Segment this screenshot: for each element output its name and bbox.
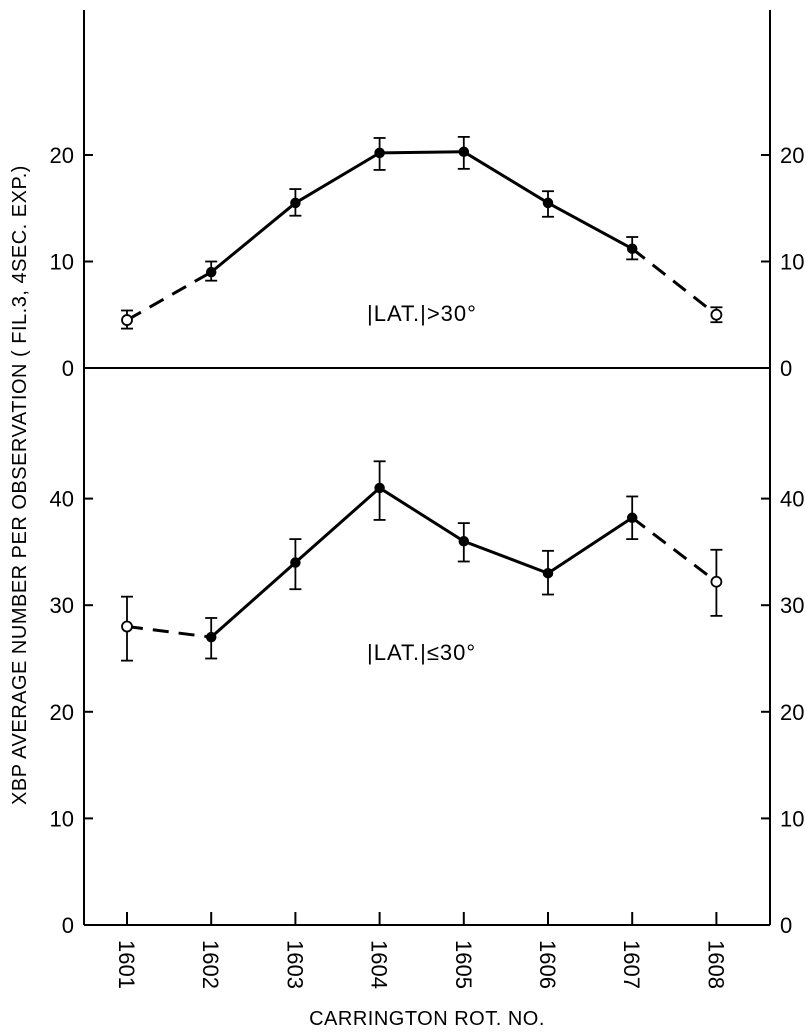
upper-series xyxy=(121,135,723,330)
x-tick-label-1604: 1604 xyxy=(367,940,392,989)
data-point-1607 xyxy=(626,243,638,254)
x-axis-title: CARRINGTON ROT. NO. xyxy=(309,1008,545,1030)
data-point-1607 xyxy=(626,512,638,524)
left-tick-label-10: 10 xyxy=(50,806,74,831)
right-tick-label-10: 10 xyxy=(780,250,804,275)
left-tick-label-0: 0 xyxy=(62,913,74,938)
series-segment xyxy=(294,151,381,205)
x-tick-label-1607: 1607 xyxy=(619,940,644,989)
series-segment xyxy=(463,150,549,205)
left-tick-label-30: 30 xyxy=(50,593,74,618)
data-point-1602 xyxy=(205,631,217,643)
data-point-1603 xyxy=(290,197,301,209)
data-point-1608 xyxy=(710,308,723,321)
data-point-1608 xyxy=(710,575,723,588)
left-tick-label-10: 10 xyxy=(50,250,74,275)
data-point-1601 xyxy=(121,314,133,326)
x-ticks: 1601 1602 1603 1604 1605 1606 1607 1608 xyxy=(114,912,728,989)
series-segment xyxy=(210,201,297,274)
x-tick-label-1602: 1602 xyxy=(198,940,223,989)
data-point-1604 xyxy=(374,482,385,494)
right-tick-label-0: 0 xyxy=(780,356,792,381)
right-tick-label-10: 10 xyxy=(780,806,804,831)
series-segment xyxy=(631,516,718,583)
series-segment xyxy=(210,561,297,639)
series-segment xyxy=(547,201,633,251)
left-tick-label-20: 20 xyxy=(50,700,74,725)
series-segment xyxy=(547,516,634,575)
right-tick-label-20: 20 xyxy=(780,143,804,168)
left-tick-label-0: 0 xyxy=(62,356,74,381)
data-point-1604 xyxy=(374,147,385,159)
lower-y-ticks: 0 0 10 10 20 20 30 30 40 40 xyxy=(50,487,805,938)
y-axis-title: XBP AVERAGE NUMBER PER OBSERVATION ( FIL… xyxy=(9,165,31,805)
x-tick-label-1601: 1601 xyxy=(114,940,139,989)
series-segment xyxy=(379,150,464,155)
lower-series xyxy=(121,460,723,662)
left-tick-label-40: 40 xyxy=(50,487,74,512)
series-segment xyxy=(126,625,212,639)
x-tick-label-1605: 1605 xyxy=(451,940,476,989)
series-segment xyxy=(126,270,212,322)
data-point-1602 xyxy=(205,266,217,278)
right-tick-label-40: 40 xyxy=(780,487,804,512)
right-tick-label-0: 0 xyxy=(780,913,792,938)
data-point-1606 xyxy=(542,567,554,579)
chart-frame xyxy=(83,10,771,926)
series-segment xyxy=(294,486,381,564)
series-segment xyxy=(463,539,549,575)
right-tick-label-20: 20 xyxy=(780,700,804,725)
data-point-1603 xyxy=(290,557,301,568)
x-tick-label-1608: 1608 xyxy=(703,940,728,989)
series-segment xyxy=(378,486,465,543)
x-tick-label-1603: 1603 xyxy=(282,940,307,989)
left-tick-label-20: 20 xyxy=(50,143,74,168)
right-tick-label-30: 30 xyxy=(780,593,804,618)
data-point-1605 xyxy=(458,146,470,158)
upper-annotation: |LAT.|>30° xyxy=(367,301,477,326)
data-point-1606 xyxy=(542,197,554,209)
data-point-1605 xyxy=(458,535,470,547)
data-point-1601 xyxy=(121,620,133,633)
lower-annotation: |LAT.|≤30° xyxy=(367,640,476,665)
x-tick-label-1606: 1606 xyxy=(535,940,560,989)
upper-y-ticks: 0 0 10 10 20 20 xyxy=(50,143,805,381)
series-segment xyxy=(631,247,718,316)
